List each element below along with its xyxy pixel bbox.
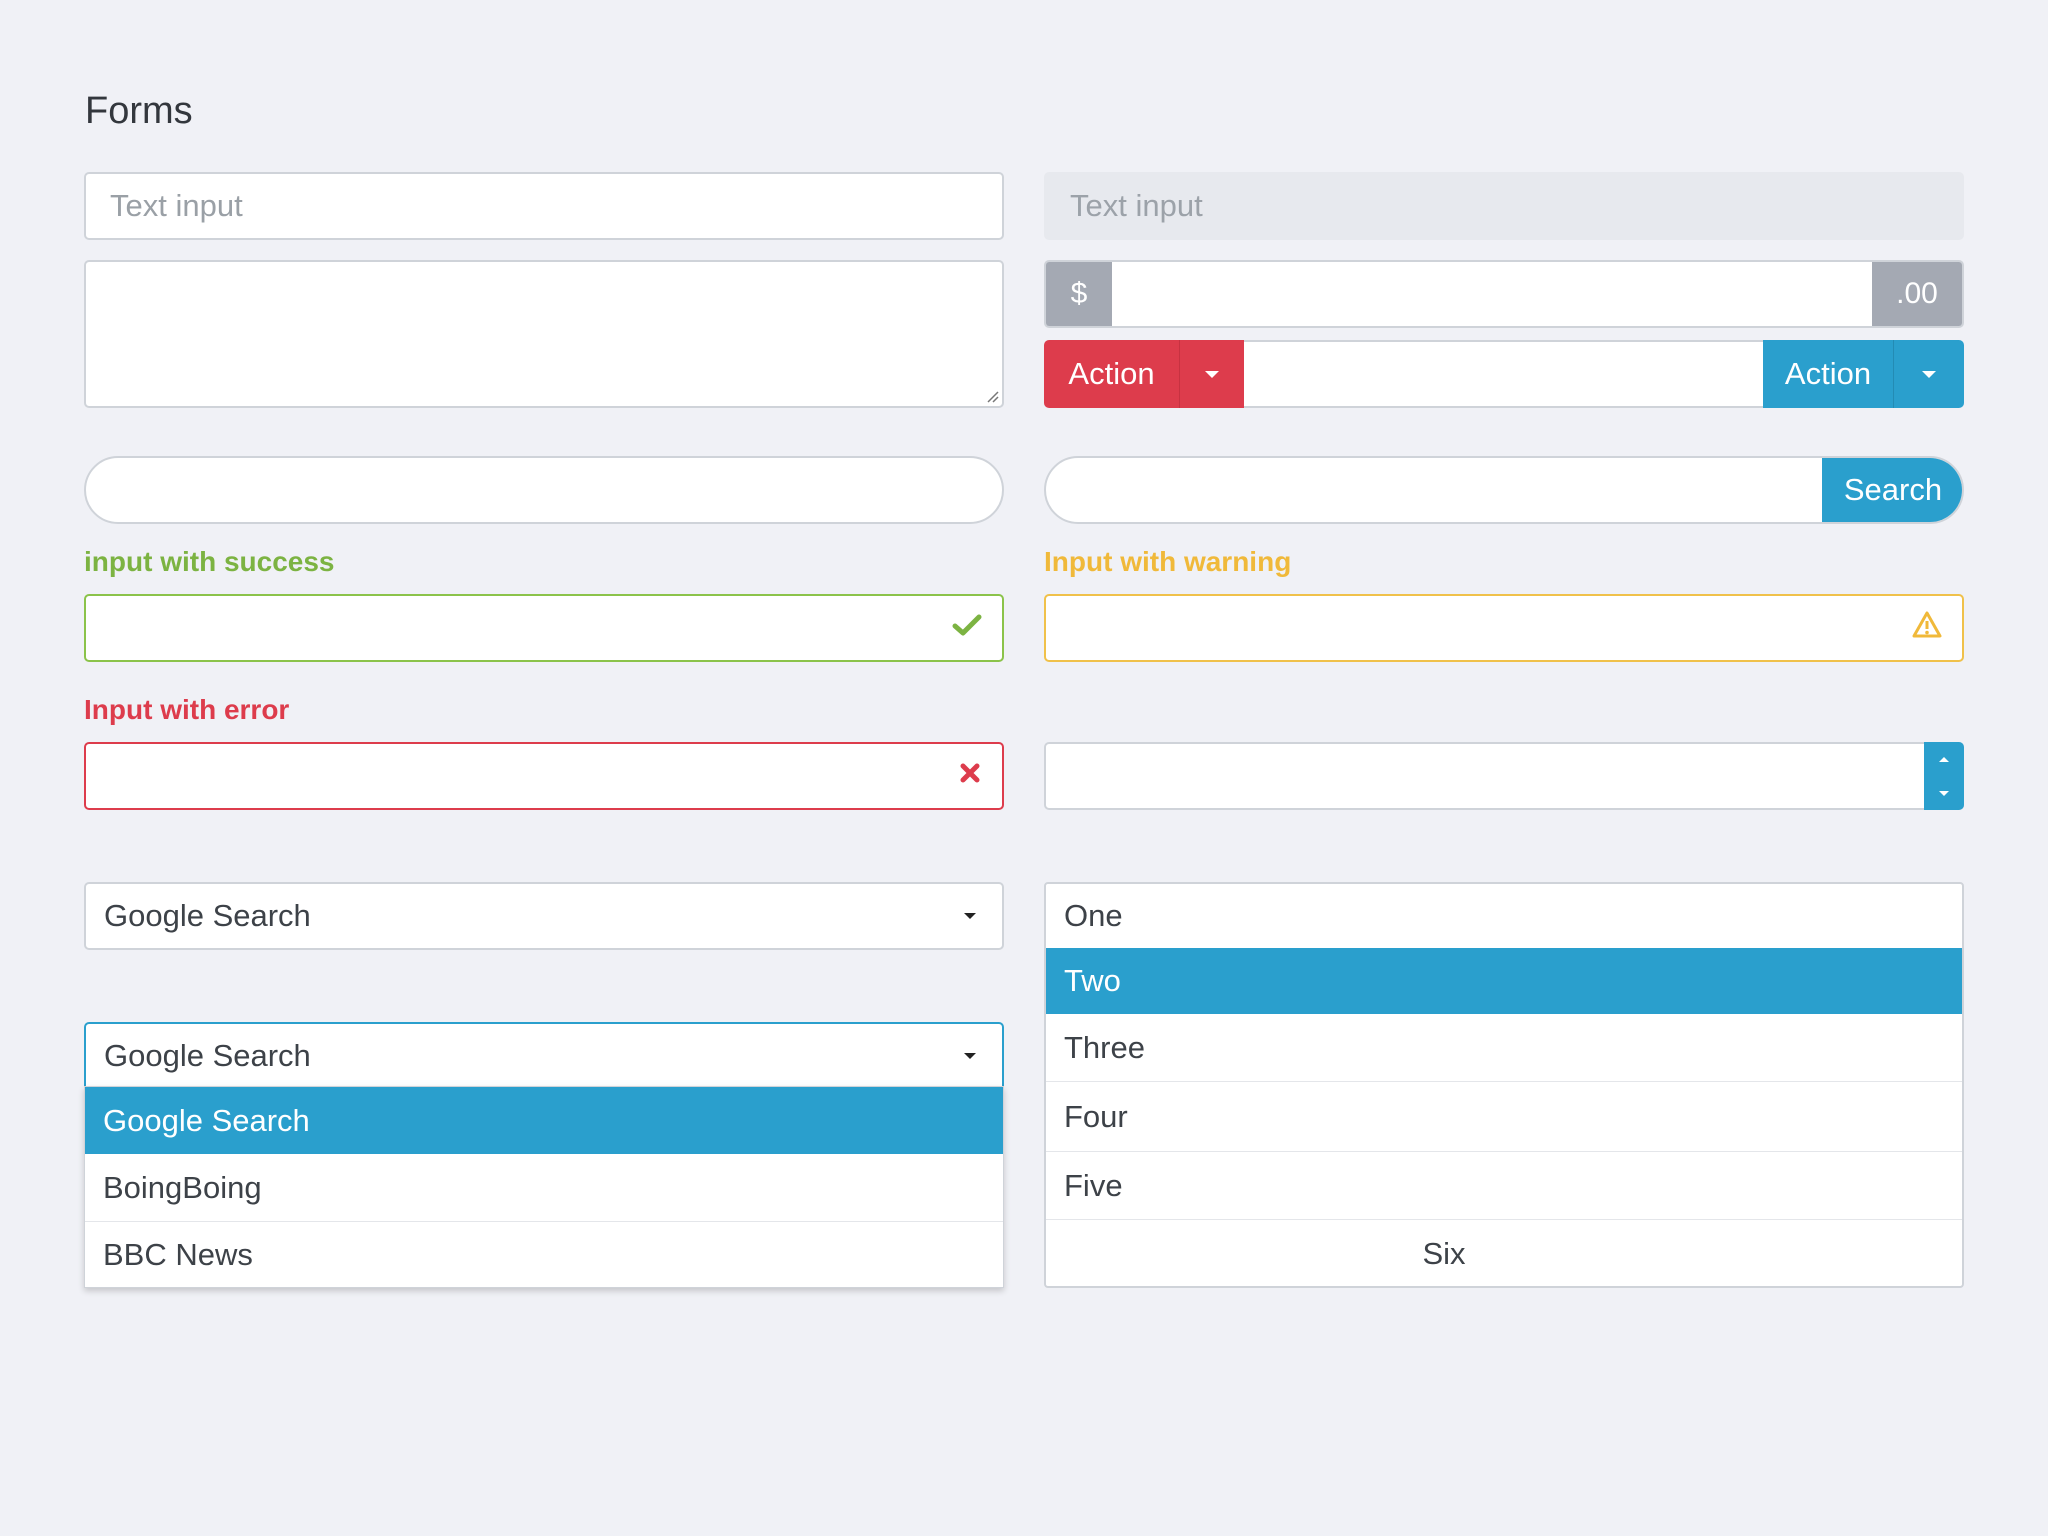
text-input[interactable] (84, 172, 1004, 240)
currency-prefix: $ (1046, 262, 1112, 326)
currency-input-group: $ .00 (1044, 260, 1964, 328)
dropdown-option[interactable]: Google Search (85, 1087, 1003, 1154)
search-input[interactable] (1046, 458, 1822, 522)
page-title: Forms (85, 90, 193, 132)
disabled-text-input-field (1046, 174, 1962, 238)
text-input-field[interactable] (86, 174, 1002, 238)
caret-up-icon (1939, 756, 1949, 762)
rounded-input[interactable] (84, 456, 1004, 524)
stepper-buttons (1924, 742, 1964, 810)
warning-label: Input with warning (1044, 546, 1292, 577)
warning-input[interactable] (1044, 594, 1964, 662)
action-primary-button[interactable]: Action (1763, 340, 1893, 408)
listbox-option[interactable]: Three (1046, 1014, 1962, 1082)
select-dropdown-menu: Google Search BoingBoing BBC News (84, 1086, 1004, 1288)
listbox-option[interactable]: Two (1046, 948, 1962, 1014)
resize-grip-icon[interactable] (985, 389, 999, 403)
close-icon (958, 759, 982, 793)
select-open[interactable]: Google Search (84, 1022, 1004, 1090)
caret-down-icon (1939, 790, 1949, 796)
listbox-option[interactable]: One (1064, 898, 1123, 933)
caret-down-icon (964, 1053, 976, 1059)
select-value: Google Search (104, 1038, 311, 1073)
error-input[interactable] (84, 742, 1004, 810)
stepper-up-button[interactable] (1924, 742, 1964, 776)
select-closed[interactable]: Google Search (84, 882, 1004, 950)
search-button[interactable]: Search (1822, 458, 1962, 522)
action-primary-dropdown-toggle[interactable] (1893, 340, 1964, 408)
success-label: input with success (84, 546, 335, 577)
error-label: Input with error (84, 694, 290, 725)
action-danger-dropdown-toggle[interactable] (1179, 340, 1244, 408)
search-input-group: Search (1044, 456, 1964, 524)
textarea[interactable] (84, 260, 1004, 408)
currency-input[interactable] (1112, 262, 1872, 326)
dropdown-option[interactable]: BBC News (103, 1237, 253, 1272)
number-stepper[interactable] (1044, 742, 1964, 810)
action-input[interactable] (1244, 340, 1763, 408)
success-input[interactable] (84, 594, 1004, 662)
currency-suffix: .00 (1872, 262, 1962, 326)
listbox-option[interactable]: Five (1046, 1152, 1962, 1220)
listbox: One Two Three Four Five Six (1044, 882, 1964, 1288)
check-icon (952, 611, 982, 645)
select-value: Google Search (104, 898, 311, 933)
stepper-down-button[interactable] (1924, 776, 1964, 810)
disabled-text-input (1044, 172, 1964, 240)
warning-icon (1912, 610, 1942, 646)
action-danger-button[interactable]: Action (1044, 340, 1179, 408)
dropdown-option[interactable]: BoingBoing (85, 1154, 1003, 1222)
listbox-option[interactable]: Six (1422, 1236, 1466, 1271)
caret-down-icon (1205, 370, 1219, 378)
textarea-field[interactable] (86, 262, 1002, 406)
listbox-option[interactable]: Four (1046, 1082, 1962, 1152)
caret-down-icon (964, 913, 976, 919)
action-input-group: Action Action (1044, 340, 1964, 408)
caret-down-icon (1922, 370, 1936, 378)
